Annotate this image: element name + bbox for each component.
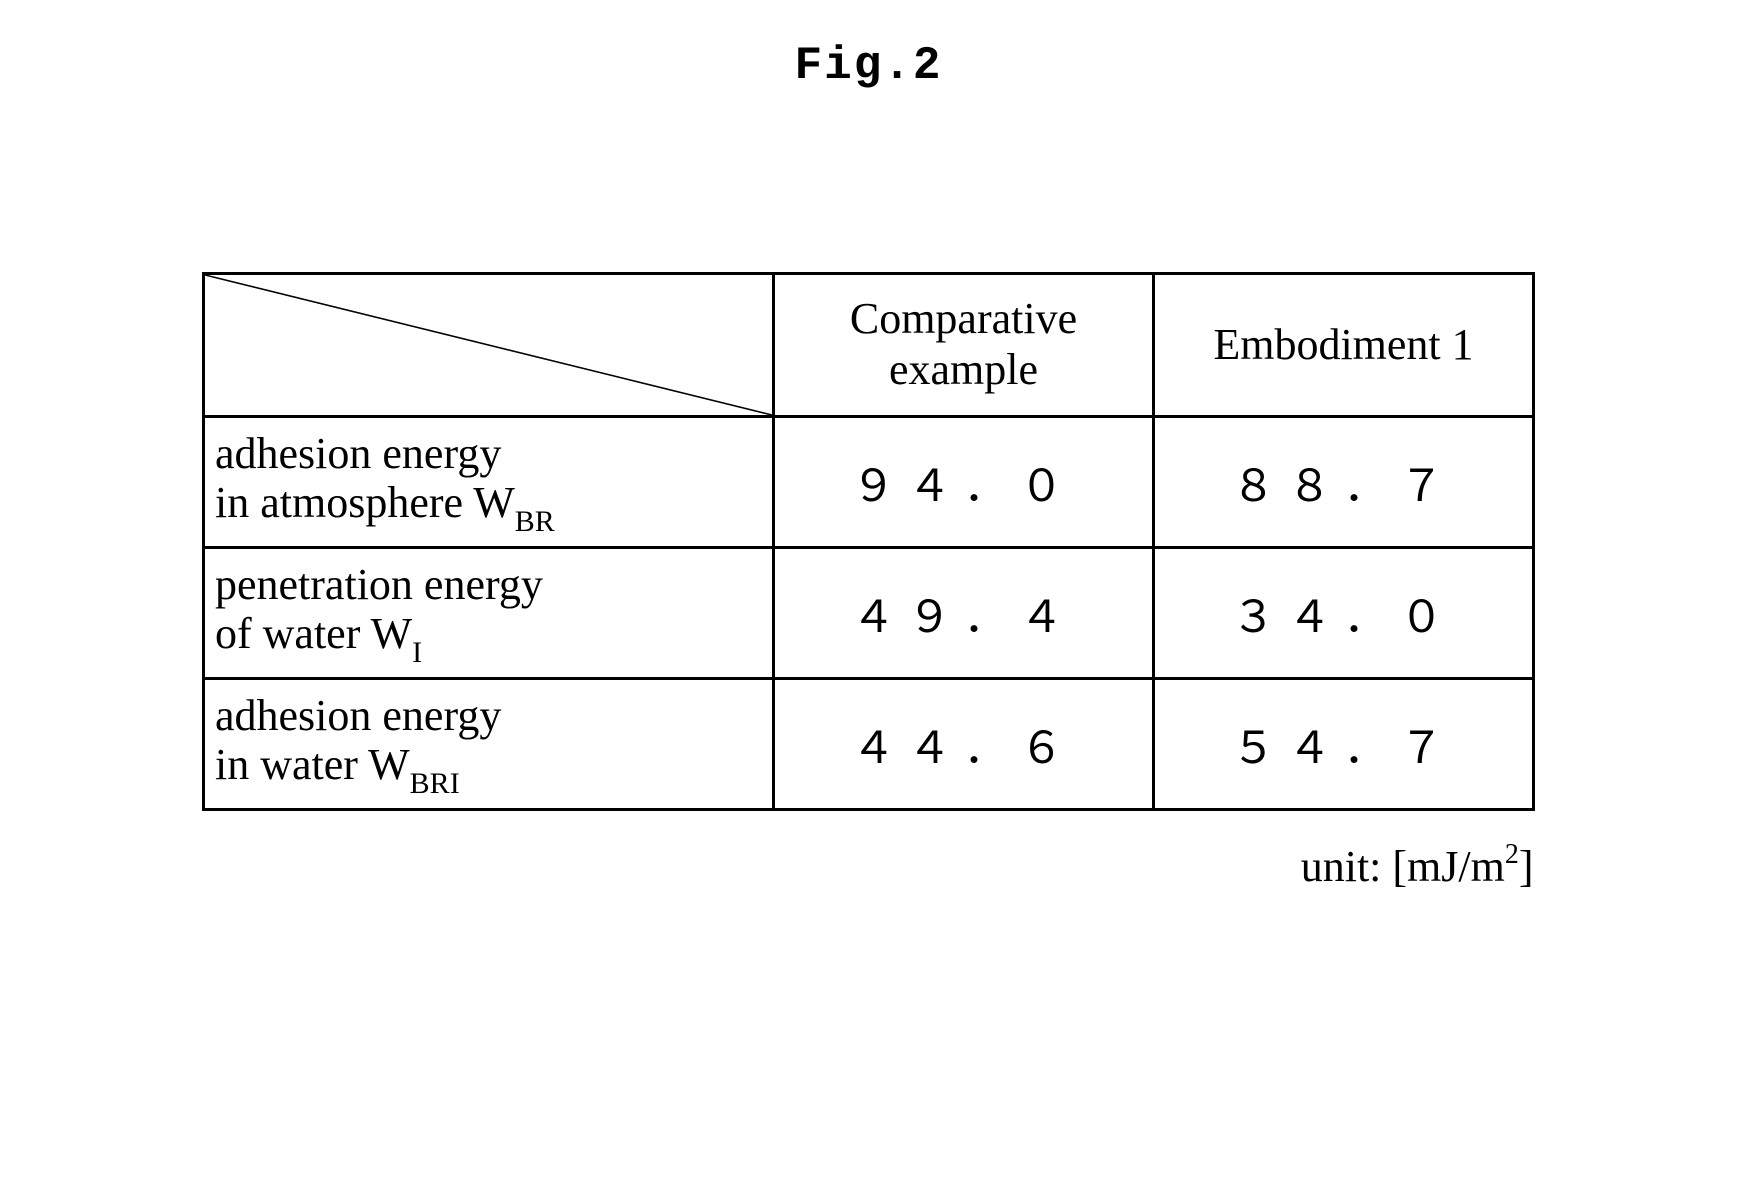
- row2-label-line2-prefix: in water W: [215, 740, 410, 789]
- row2-val-b: ５４．７: [1155, 712, 1532, 777]
- row2-label-line1: adhesion energy: [215, 691, 501, 740]
- table-row: adhesion energy in water WBRI ４４．６ ５４．７: [204, 679, 1534, 810]
- row1-label-sub: I: [412, 636, 422, 669]
- row1-val-b-cell: ３４．０: [1154, 548, 1534, 679]
- row1-label-line2-prefix: of water W: [215, 609, 412, 658]
- row0-label-sub: BR: [515, 505, 555, 538]
- page: Fig.2 Comparativeexample Embodiment 1: [0, 0, 1737, 1177]
- unit-prefix: unit: [mJ/m: [1301, 842, 1505, 891]
- row0-val-a-cell: ９４．０: [774, 417, 1154, 548]
- row1-val-a: ４９．４: [775, 581, 1152, 646]
- header-col-a-text: Comparativeexample: [775, 294, 1152, 395]
- row2-label-cell: adhesion energy in water WBRI: [204, 679, 774, 810]
- row0-val-b: ８８．７: [1155, 450, 1532, 515]
- header-col-b-text: Embodiment 1: [1155, 320, 1532, 371]
- row2-val-a-cell: ４４．６: [774, 679, 1154, 810]
- row2-val-b-cell: ５４．７: [1154, 679, 1534, 810]
- row0-label: adhesion energy in atmosphere WBR: [205, 424, 772, 539]
- row0-val-b-cell: ８８．７: [1154, 417, 1534, 548]
- row2-val-a: ４４．６: [775, 712, 1152, 777]
- unit-label: unit: [mJ/m2]: [204, 841, 1534, 892]
- header-col-a: Comparativeexample: [774, 274, 1154, 417]
- row1-label-cell: penetration energy of water WI: [204, 548, 774, 679]
- row2-label-sub: BRI: [410, 767, 460, 800]
- row2-label: adhesion energy in water WBRI: [205, 686, 772, 801]
- row0-label-line1: adhesion energy: [215, 429, 501, 478]
- figure-label: Fig.2: [0, 40, 1737, 92]
- row1-val-b: ３４．０: [1155, 581, 1532, 646]
- unit-suffix: ]: [1519, 842, 1534, 891]
- row1-label-line1: penetration energy: [215, 560, 543, 609]
- row1-val-a-cell: ４９．４: [774, 548, 1154, 679]
- data-table: Comparativeexample Embodiment 1 adhesion…: [202, 272, 1535, 811]
- row0-val-a: ９４．０: [775, 450, 1152, 515]
- table-row: penetration energy of water WI ４９．４ ３４．０: [204, 548, 1534, 679]
- diagonal-slash-icon: [205, 275, 772, 415]
- header-diagonal-cell: [204, 274, 774, 417]
- table-wrap: Comparativeexample Embodiment 1 adhesion…: [0, 272, 1737, 811]
- row0-label-cell: adhesion energy in atmosphere WBR: [204, 417, 774, 548]
- row1-label: penetration energy of water WI: [205, 555, 772, 670]
- row0-label-line2-prefix: in atmosphere W: [215, 478, 515, 527]
- header-col-b: Embodiment 1: [1154, 274, 1534, 417]
- table-row: adhesion energy in atmosphere WBR ９４．０ ８…: [204, 417, 1534, 548]
- table-header-row: Comparativeexample Embodiment 1: [204, 274, 1534, 417]
- unit-sup: 2: [1505, 839, 1519, 870]
